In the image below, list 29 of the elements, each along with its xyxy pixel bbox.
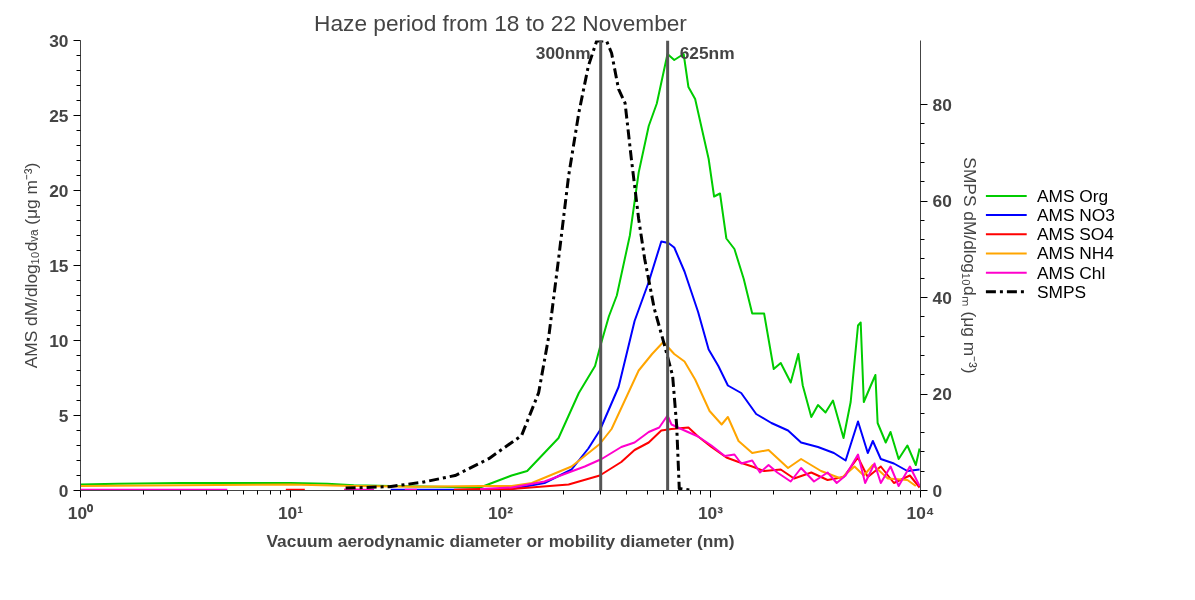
x-tick-label: 10³ [697, 502, 724, 523]
y-tick-label: 0 [58, 480, 69, 501]
y2-axis-title: SMPS dM/dlog₁₀dₘ (μg m⁻³) [959, 157, 980, 374]
y2-tick-label: 40 [932, 287, 952, 308]
ref-line-label: 300nm [535, 42, 591, 63]
y-tick-label: 15 [49, 255, 69, 276]
legend-label: AMS Chl [1036, 262, 1106, 283]
y2-tick-label: 80 [932, 94, 952, 115]
chart-title: Haze period from 18 to 22 November [314, 9, 688, 36]
legend-label: AMS NH4 [1036, 243, 1115, 264]
y-tick-label: 25 [49, 105, 69, 126]
legend-label: AMS SO4 [1036, 224, 1115, 245]
y-axis-title: AMS dM/dlog₁₀dᵥₐ (μg m⁻³) [21, 162, 42, 369]
y-tick-label: 20 [49, 180, 69, 201]
y-tick-label: 5 [58, 405, 69, 426]
legend-label: AMS NO3 [1036, 205, 1115, 226]
x-tick-label: 10² [487, 502, 514, 523]
legend-label: AMS Org [1036, 185, 1109, 206]
x-tick-label: 10⁴ [906, 502, 935, 523]
x-tick-label: 10⁰ [67, 502, 95, 523]
y2-tick-label: 60 [932, 191, 952, 212]
legend-label: SMPS [1036, 281, 1087, 302]
y-tick-label: 10 [49, 330, 69, 351]
y2-tick-label: 20 [932, 384, 952, 405]
y2-tick-label: 0 [932, 480, 943, 501]
ref-line-label: 625nm [679, 42, 735, 63]
y-tick-label: 30 [49, 30, 69, 51]
x-axis-title: Vacuum aerodynamic diameter or mobility diameter (nm) [266, 530, 735, 551]
x-tick-label: 10¹ [277, 502, 304, 523]
